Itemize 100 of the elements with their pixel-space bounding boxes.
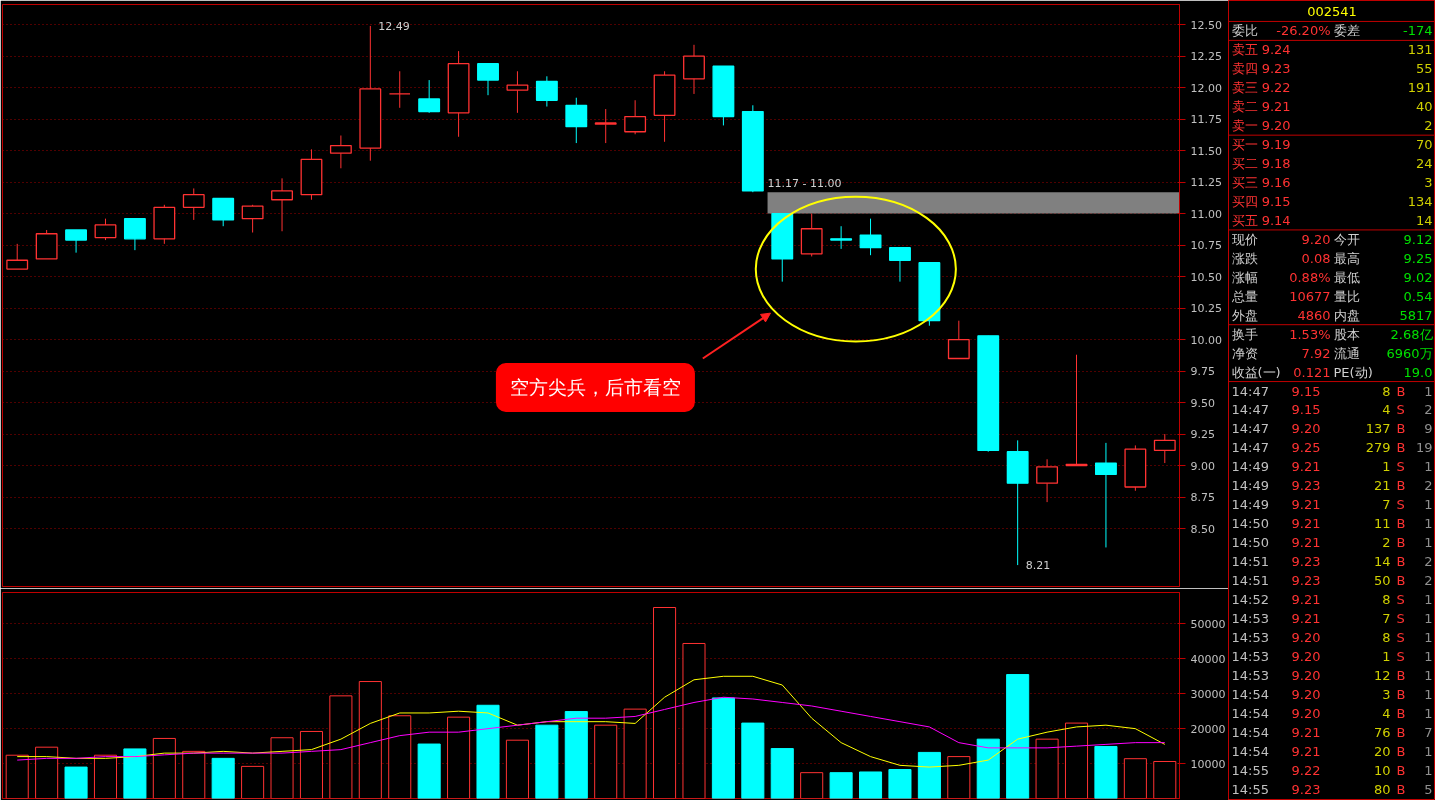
annotation: 12.49 [378, 19, 410, 33]
text: 14:52 9.21 8 S 1 [1231, 592, 1433, 607]
text: 外盘 4860 内盘 5817 [1231, 307, 1433, 323]
text: 买五 9.14 14 [1231, 212, 1433, 228]
text: 14:55 9.23 80 B 5 [1231, 781, 1433, 797]
annotation: 空方尖兵，后市看空 [509, 376, 681, 398]
text: 收益(一) 0.121 PE(动) 19.0 [1231, 364, 1433, 380]
bar [564, 711, 588, 799]
bar [1006, 674, 1030, 799]
text: 卖五 9.24 131 [1231, 42, 1433, 58]
bar [829, 772, 853, 799]
y-tick-label: 8.50 [1190, 522, 1215, 536]
bar [888, 769, 912, 799]
bar [741, 722, 765, 799]
text: 卖三 9.22 191 [1231, 80, 1433, 96]
y-tick-label: 8.75 [1190, 491, 1215, 505]
bar [859, 771, 883, 799]
text: 14:54 9.21 20 B 1 [1231, 743, 1433, 759]
candlestick [535, 75, 558, 108]
text: 14:47 9.25 279 B 19 [1231, 440, 1433, 456]
candlestick [182, 187, 205, 221]
text: 14:47 9.20 137 B 9 [1231, 421, 1433, 437]
text: 净资 7.92 流通 6960万 [1231, 345, 1433, 361]
candlestick [241, 204, 264, 234]
candlestick [6, 243, 29, 270]
text: 买二 9.18 24 [1231, 156, 1433, 172]
candlestick [594, 108, 617, 144]
y-tick-label: 10.25 [1190, 302, 1222, 316]
candlestick [830, 225, 853, 250]
y-tick-label: 10000 [1190, 757, 1226, 771]
candlestick [1094, 442, 1117, 548]
candlestick [624, 99, 647, 135]
text: 卖一 9.20 2 [1231, 118, 1433, 134]
annotation: 8.21 [1025, 559, 1051, 573]
candlestick [889, 246, 911, 283]
y-tick-label: 9.75 [1190, 365, 1215, 379]
bar [211, 757, 235, 799]
bar [770, 748, 794, 799]
bar [123, 748, 147, 799]
y-tick-label: 12.00 [1190, 81, 1222, 95]
candlestick [94, 218, 117, 241]
y-tick-label: 11.00 [1190, 207, 1222, 221]
text: 14:53 9.21 7 S 1 [1231, 610, 1433, 626]
text: 14:53 9.20 12 B 1 [1231, 667, 1433, 683]
text: 14:50 9.21 2 B 1 [1231, 535, 1433, 551]
text: 买一 9.19 70 [1231, 137, 1433, 153]
y-tick-label: 11.50 [1190, 144, 1222, 158]
y-tick-label: 9.25 [1190, 428, 1215, 442]
y-tick-label: 12.25 [1190, 50, 1222, 64]
y-tick-label: 10.75 [1190, 239, 1222, 253]
y-tick-label: 50000 [1190, 617, 1226, 631]
text: 14:49 9.23 21 B 2 [1231, 478, 1433, 494]
candlestick [418, 79, 441, 114]
y-tick-label: 10.50 [1190, 270, 1222, 284]
candlestick [683, 44, 705, 95]
text: 卖二 9.21 40 [1231, 99, 1433, 115]
text: 总量 10677 量比 0.54 [1231, 288, 1433, 304]
text: 14:51 9.23 50 B 2 [1231, 573, 1433, 589]
candlestick [506, 70, 529, 114]
bar [711, 697, 735, 799]
text: 14:50 9.21 11 B 1 [1231, 516, 1433, 532]
line-series [16, 675, 1166, 768]
text: 14:49 9.21 7 S 1 [1231, 497, 1433, 513]
y-tick-label: 40000 [1190, 652, 1226, 666]
text: 14:53 9.20 1 S 1 [1231, 648, 1433, 664]
candlestick [565, 97, 588, 144]
line-series [16, 696, 1166, 761]
band-label: 11.17 - 11.00 [767, 177, 842, 191]
text: 买四 9.15 134 [1231, 194, 1433, 209]
text: 卖四 9.23 55 [1231, 61, 1433, 77]
bar [1094, 745, 1118, 799]
candlestick [1153, 433, 1176, 464]
candlestick [65, 229, 88, 254]
text: 002541 [1307, 4, 1357, 20]
text: 14:54 9.21 76 B 7 [1231, 724, 1433, 740]
y-tick-label: 30000 [1190, 687, 1226, 701]
bar [976, 738, 1000, 799]
text: 换手 1.53% 股本 2.68亿 [1231, 326, 1433, 342]
bar [476, 704, 500, 799]
candlestick [947, 320, 970, 360]
text: 涨幅 0.88% 最低 9.02 [1231, 269, 1433, 285]
y-tick-label: 11.75 [1190, 113, 1222, 127]
candlestick [1036, 458, 1059, 503]
text: 14:49 9.21 1 S 1 [1231, 459, 1433, 475]
y-tick-label: 12.50 [1190, 18, 1222, 32]
text: 14:54 9.20 4 B 1 [1231, 705, 1433, 721]
text: 涨跌 0.08 最高 9.25 [1231, 250, 1433, 266]
y-tick-label: 20000 [1190, 722, 1226, 736]
candlestick [271, 177, 293, 232]
candlestick [477, 63, 499, 96]
candlestick [859, 218, 882, 256]
y-tick-label: 11.25 [1190, 176, 1222, 190]
text: 14:53 9.20 8 S 1 [1231, 629, 1433, 645]
text: 14:47 9.15 8 B 1 [1231, 383, 1433, 399]
bar [535, 724, 559, 799]
y-tick-label: 9.00 [1190, 459, 1215, 473]
bar [417, 743, 441, 799]
text: 现价 9.20 今开 9.12 [1231, 231, 1433, 247]
y-tick-label: 10.00 [1190, 333, 1222, 347]
candlestick [329, 135, 352, 169]
